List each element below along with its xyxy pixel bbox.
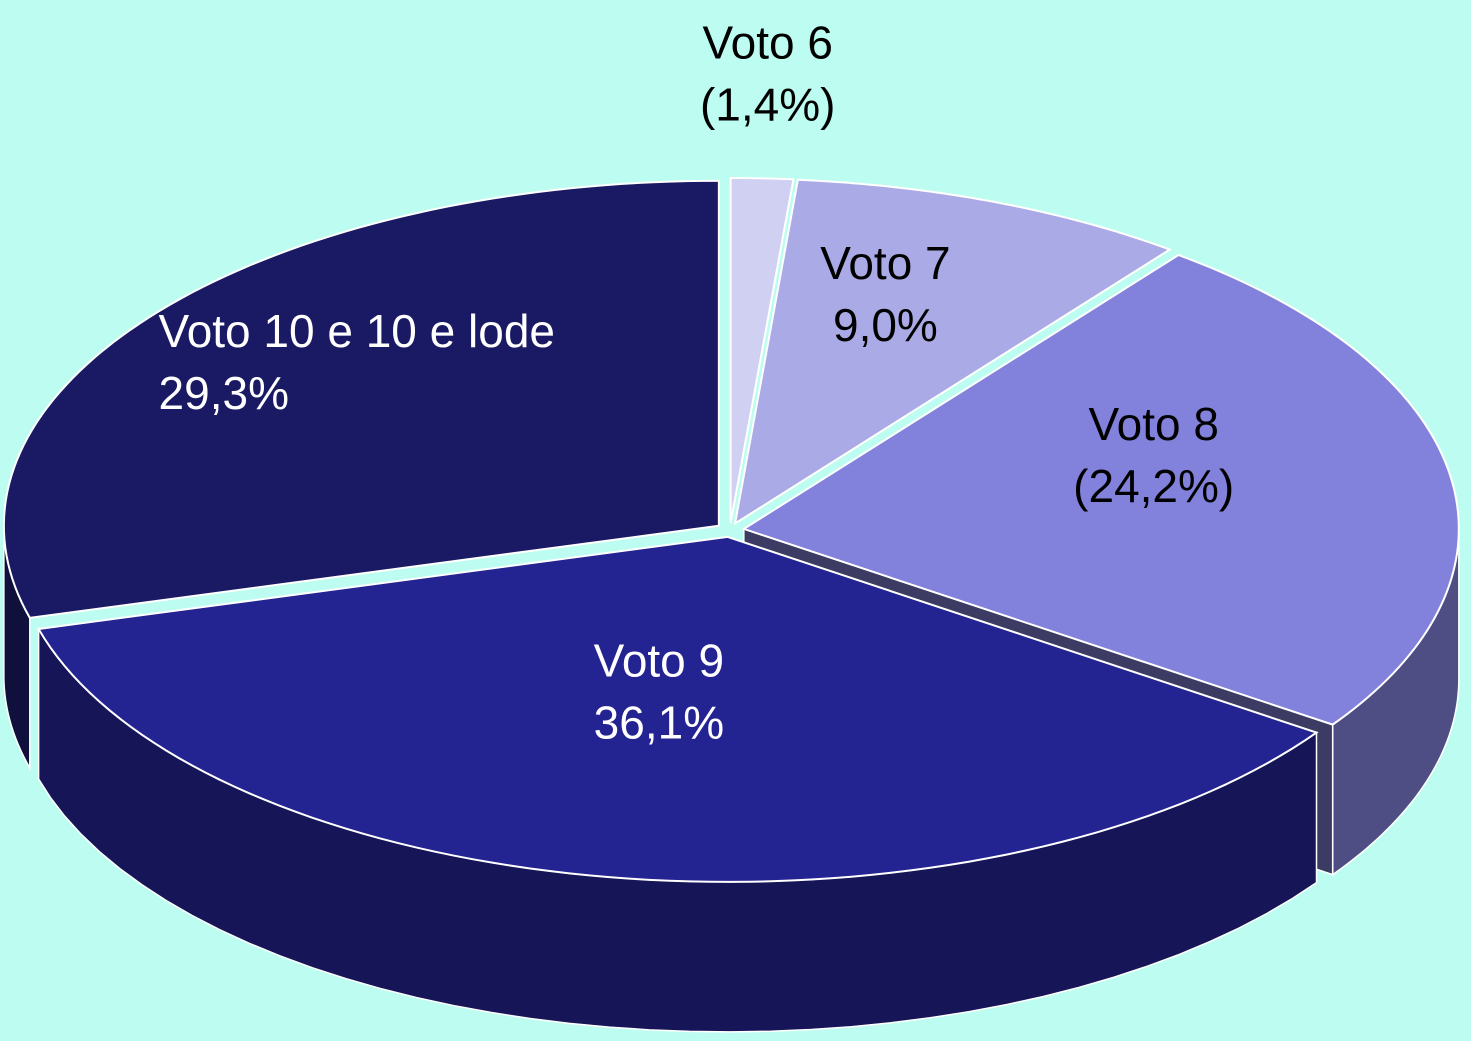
slice	[733, 178, 1172, 526]
value-label: (24,2%)	[1073, 460, 1234, 512]
slice	[741, 253, 1460, 726]
value-label: (1,4%)	[700, 79, 835, 131]
slice	[2, 179, 720, 619]
value-label: 36,1%	[594, 696, 724, 748]
slice-label: Voto 9	[594, 634, 724, 686]
slice	[729, 177, 795, 524]
value-label: 29,3%	[159, 367, 289, 419]
slice-label: Voto 10 e 10 e lode	[159, 305, 555, 357]
slice-label: Voto 8	[1088, 398, 1218, 450]
slice-label: Voto 6	[702, 17, 832, 69]
slice	[36, 535, 1319, 883]
value-label: 9,0%	[833, 299, 938, 351]
slice-label: Voto 7	[820, 237, 950, 289]
